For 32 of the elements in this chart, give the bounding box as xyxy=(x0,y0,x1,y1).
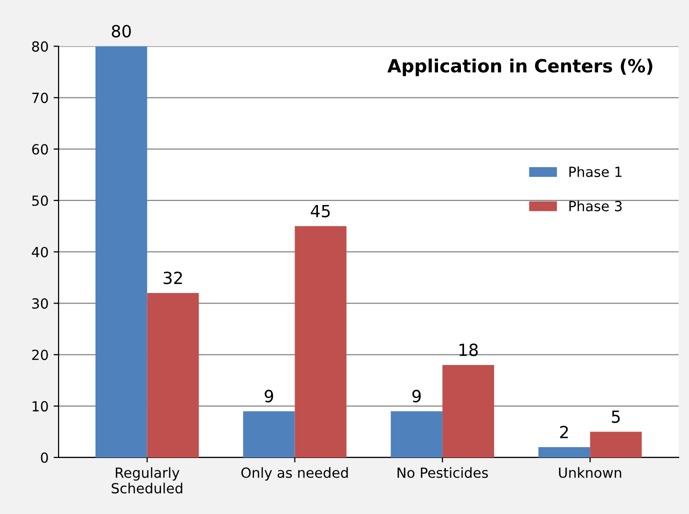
y-tick-label: 40 xyxy=(32,246,48,258)
legend-label: Phase 1 xyxy=(569,166,622,178)
x-tick-label: Regularly Scheduled xyxy=(112,467,182,494)
text: Application in Centers (%) xyxy=(387,58,652,76)
y-tick-label: 30 xyxy=(32,298,48,309)
y-tick-label: 50 xyxy=(32,195,48,206)
data-label: 2 xyxy=(560,426,568,438)
bar xyxy=(147,292,199,458)
legend-label: Phase 3 xyxy=(569,200,622,212)
bar xyxy=(294,226,346,458)
x-tick-label: Only as needed xyxy=(241,467,348,481)
data-label: 32 xyxy=(164,272,182,284)
data-label: 80 xyxy=(112,24,131,38)
data-label: 9 xyxy=(412,390,421,402)
y-tick-label: 10 xyxy=(32,401,48,412)
bar xyxy=(390,411,442,458)
y-tick-label: 70 xyxy=(32,92,48,104)
x-tick-label: Unknown xyxy=(559,467,622,478)
data-label: 45 xyxy=(310,204,330,218)
bar xyxy=(538,447,590,458)
data-label: 5 xyxy=(612,410,620,423)
y-tick-label: 20 xyxy=(32,350,48,360)
bar xyxy=(442,364,494,458)
y-tick-label: 0 xyxy=(40,452,48,463)
y-tick-label: 60 xyxy=(32,144,48,155)
y-tick-label: 80 xyxy=(32,41,48,52)
bar xyxy=(95,46,148,458)
bar xyxy=(590,432,642,458)
data-label: 9 xyxy=(264,390,274,402)
bar xyxy=(243,411,295,458)
x-tick-label: No Pesticides xyxy=(398,467,488,478)
data-label: 18 xyxy=(460,344,478,356)
